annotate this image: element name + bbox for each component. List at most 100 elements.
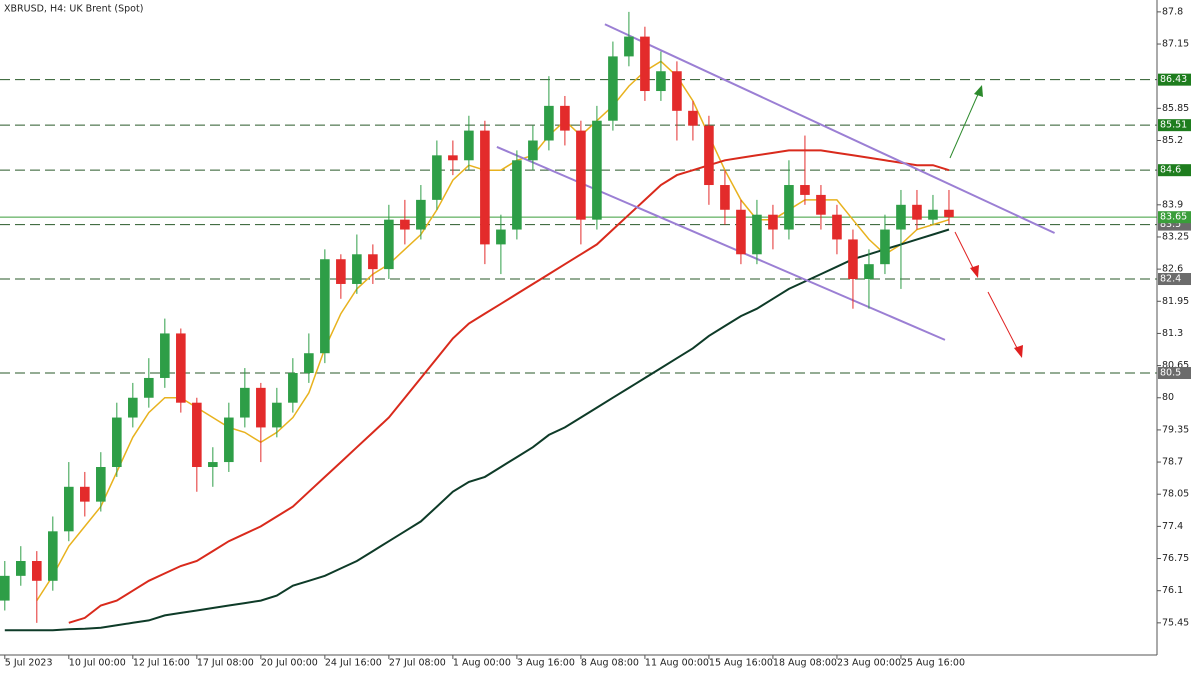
candle-body <box>688 110 698 126</box>
x-tick-label: 11 Aug 00:00 <box>645 658 709 669</box>
candle-body <box>608 56 618 121</box>
candle-body <box>272 402 282 428</box>
y-tick-label: 78.05 <box>1162 489 1189 500</box>
candle-body <box>48 531 58 581</box>
level-label: 82.4 <box>1160 274 1181 285</box>
y-tick-label: 87.15 <box>1162 39 1189 50</box>
x-tick-label: 23 Aug 00:00 <box>837 658 901 669</box>
level-label: 80.5 <box>1160 368 1181 379</box>
y-tick-label: 76.75 <box>1162 553 1189 564</box>
arrow-up <box>949 91 980 159</box>
channel-line <box>496 146 946 341</box>
candle-body <box>336 259 346 284</box>
y-tick-label: 76.1 <box>1162 585 1183 596</box>
candle-body <box>96 467 106 502</box>
x-tick-label: 1 Aug 00:00 <box>453 658 511 669</box>
candle-body <box>32 561 42 581</box>
y-tick-label: 78.7 <box>1162 457 1183 468</box>
candle-body <box>544 105 554 141</box>
y-tick-label: 80.65 <box>1162 360 1189 371</box>
moving-average <box>68 149 950 624</box>
candle-body <box>64 486 74 532</box>
candle-body <box>320 259 330 354</box>
candle-body <box>368 254 378 270</box>
y-tick-label: 87.8 <box>1162 6 1183 17</box>
candle-body <box>768 214 778 230</box>
candle-body <box>752 214 762 255</box>
candle-body <box>848 239 858 280</box>
candle-body <box>80 486 90 502</box>
candle-body <box>128 397 138 418</box>
candle-body <box>144 377 154 398</box>
y-tick-label: 85.85 <box>1162 103 1189 114</box>
candle-body <box>160 333 170 378</box>
candle-body <box>224 417 234 463</box>
x-tick-label: 18 Aug 08:00 <box>773 658 837 669</box>
channel-line <box>604 23 1056 234</box>
candle-body <box>704 125 714 186</box>
arrow-down <box>987 291 1019 351</box>
candle-body <box>736 209 746 255</box>
y-tick-label: 83.25 <box>1162 231 1189 242</box>
x-tick-label: 10 Jul 00:00 <box>69 658 126 669</box>
candle-body <box>384 219 394 270</box>
level-label: 83.5 <box>1160 219 1181 230</box>
candle-body <box>896 204 906 230</box>
level-label: 85.51 <box>1160 120 1187 131</box>
candle-body <box>832 214 842 240</box>
y-tick-label: 85.2 <box>1162 135 1183 146</box>
y-tick-label: 83.9 <box>1162 199 1183 210</box>
candle-body <box>208 462 218 468</box>
candle-body <box>176 333 186 403</box>
candle-body <box>672 71 682 111</box>
candle-body <box>192 402 202 468</box>
plot-area <box>0 11 1157 632</box>
candle-body <box>352 254 362 284</box>
candle-body <box>816 194 826 215</box>
x-tick-label: 25 Aug 16:00 <box>901 658 965 669</box>
candle-body <box>640 36 650 92</box>
level-label-box <box>1158 73 1191 86</box>
candle-body <box>912 204 922 220</box>
level-label: 84.6 <box>1160 165 1181 176</box>
candle-body <box>576 130 586 220</box>
candle-body <box>880 229 890 265</box>
candle-body <box>528 140 538 161</box>
arrow-head <box>974 85 983 97</box>
candle-body <box>288 373 298 403</box>
level-label-box <box>1158 119 1191 132</box>
chart-title: XBRUSD, H4: UK Brent (Spot) <box>4 4 143 15</box>
y-tick-label: 81.3 <box>1162 328 1183 339</box>
y-tick-label: 77.4 <box>1162 521 1183 532</box>
candle-body <box>560 105 570 131</box>
candle-body <box>864 264 874 280</box>
current-price-box <box>1158 211 1191 224</box>
candle-body <box>784 185 794 230</box>
annotation-arrows <box>949 85 1023 358</box>
x-tick-label: 20 Jul 00:00 <box>261 658 318 669</box>
candle-body <box>256 387 266 428</box>
x-tick-label: 17 Jul 08:00 <box>197 658 254 669</box>
level-label-box <box>1158 164 1191 177</box>
x-tick-label: 15 Aug 16:00 <box>709 658 773 669</box>
candle-body <box>800 185 810 195</box>
level-label: 86.43 <box>1160 74 1187 85</box>
level-label-box <box>1158 367 1191 380</box>
y-tick-label: 75.45 <box>1162 617 1189 628</box>
candle-body <box>432 155 442 200</box>
moving-average <box>36 60 950 602</box>
y-tick-label: 80 <box>1162 392 1174 403</box>
y-tick-label: 82.6 <box>1162 264 1183 275</box>
arrow-down <box>954 231 975 271</box>
candle-body <box>0 575 10 601</box>
candle-body <box>448 155 458 161</box>
x-tick-label: 24 Jul 16:00 <box>325 658 382 669</box>
moving-average <box>4 228 950 632</box>
candle-body <box>944 209 954 218</box>
candle-body <box>240 387 250 418</box>
arrow-head <box>1014 345 1023 358</box>
candle-body <box>624 36 634 57</box>
current-price-label: 83.65 <box>1160 212 1187 223</box>
